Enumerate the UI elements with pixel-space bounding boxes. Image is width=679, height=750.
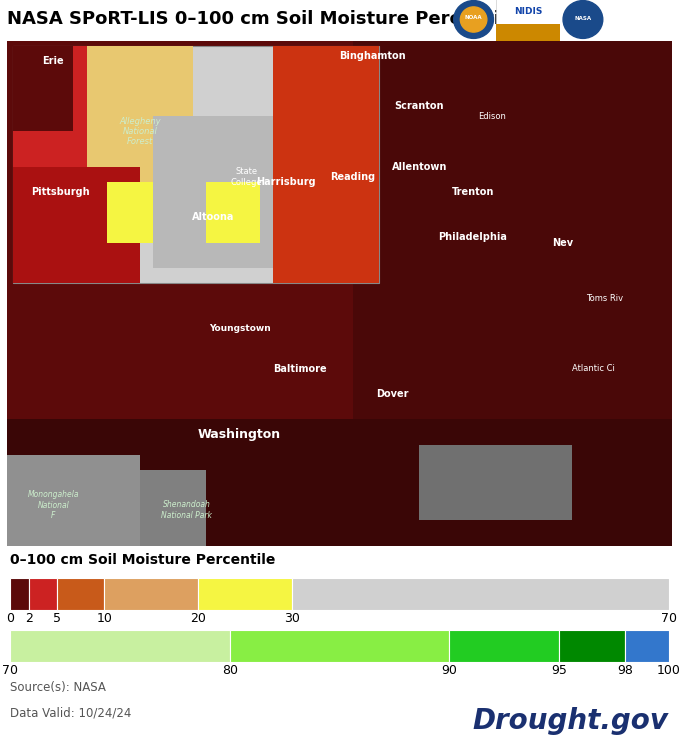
Text: Scranton: Scranton — [394, 101, 444, 111]
Text: 2: 2 — [25, 613, 33, 626]
Bar — [57, 578, 105, 610]
Text: Toms Riv: Toms Riv — [586, 293, 623, 302]
Bar — [625, 630, 669, 662]
Text: Data Valid: 10/24/24: Data Valid: 10/24/24 — [10, 706, 132, 720]
Text: 0: 0 — [6, 613, 14, 626]
Text: Binghamton: Binghamton — [340, 51, 406, 61]
Polygon shape — [14, 46, 73, 131]
Text: NASA: NASA — [574, 16, 591, 21]
Polygon shape — [14, 46, 87, 283]
Bar — [10, 578, 29, 610]
Text: State
College: State College — [231, 167, 262, 187]
Bar — [105, 578, 198, 610]
Bar — [230, 630, 449, 662]
Bar — [559, 630, 625, 662]
Polygon shape — [153, 116, 340, 268]
Text: 90: 90 — [441, 664, 457, 677]
Text: Shenandoah
National Park: Shenandoah National Park — [161, 500, 212, 520]
Circle shape — [460, 7, 487, 32]
Text: 70: 70 — [2, 664, 18, 677]
Text: 80: 80 — [222, 664, 238, 677]
Text: Drought.gov: Drought.gov — [473, 706, 669, 735]
Bar — [353, 40, 672, 545]
Text: Philadelphia: Philadelphia — [438, 232, 507, 242]
Text: 100: 100 — [657, 664, 679, 677]
Text: NOAA: NOAA — [465, 15, 482, 20]
Text: Youngstown: Youngstown — [209, 324, 270, 333]
Text: 20: 20 — [190, 613, 206, 626]
Text: Allegheny
National
Forest: Allegheny National Forest — [119, 116, 161, 146]
Bar — [198, 578, 293, 610]
Polygon shape — [273, 46, 380, 283]
Text: Atlantic Ci: Atlantic Ci — [572, 364, 615, 374]
Text: Source(s): NASA: Source(s): NASA — [10, 681, 106, 694]
Text: Monongahela
National
F: Monongahela National F — [28, 490, 79, 520]
Circle shape — [563, 1, 603, 38]
Text: Erie: Erie — [43, 56, 65, 66]
Bar — [10, 630, 230, 662]
Text: NIDIS: NIDIS — [514, 7, 542, 16]
Text: Altoona: Altoona — [192, 212, 234, 222]
Text: Dover: Dover — [376, 389, 409, 399]
Text: Baltimore: Baltimore — [273, 364, 327, 374]
Polygon shape — [87, 46, 193, 182]
Text: Nev: Nev — [553, 238, 574, 248]
Polygon shape — [7, 454, 140, 545]
Text: 70: 70 — [661, 613, 677, 626]
Polygon shape — [206, 182, 259, 242]
Text: NASA SPoRT-LIS 0–100 cm Soil Moisture Percentile: NASA SPoRT-LIS 0–100 cm Soil Moisture Pe… — [7, 10, 518, 28]
Polygon shape — [7, 470, 206, 545]
Bar — [496, 24, 560, 40]
Bar — [29, 578, 57, 610]
Text: Pittsburgh: Pittsburgh — [31, 187, 90, 197]
Text: Washington: Washington — [198, 428, 281, 441]
Polygon shape — [107, 182, 153, 242]
Text: 98: 98 — [617, 664, 633, 677]
Text: 5: 5 — [53, 613, 61, 626]
Text: Reading: Reading — [330, 172, 375, 182]
Bar — [7, 419, 672, 545]
Bar — [293, 578, 669, 610]
Text: Harrisburg: Harrisburg — [257, 177, 316, 187]
Circle shape — [454, 1, 494, 38]
Text: 30: 30 — [285, 613, 300, 626]
Polygon shape — [14, 166, 140, 283]
Text: 10: 10 — [96, 613, 112, 626]
Text: 95: 95 — [551, 664, 567, 677]
Polygon shape — [420, 445, 572, 520]
Text: Edison: Edison — [479, 112, 507, 121]
Bar — [449, 630, 559, 662]
Text: 0–100 cm Soil Moisture Percentile: 0–100 cm Soil Moisture Percentile — [10, 553, 276, 566]
Text: Trenton: Trenton — [452, 187, 494, 197]
Text: Allentown: Allentown — [392, 162, 447, 172]
Polygon shape — [14, 46, 380, 283]
